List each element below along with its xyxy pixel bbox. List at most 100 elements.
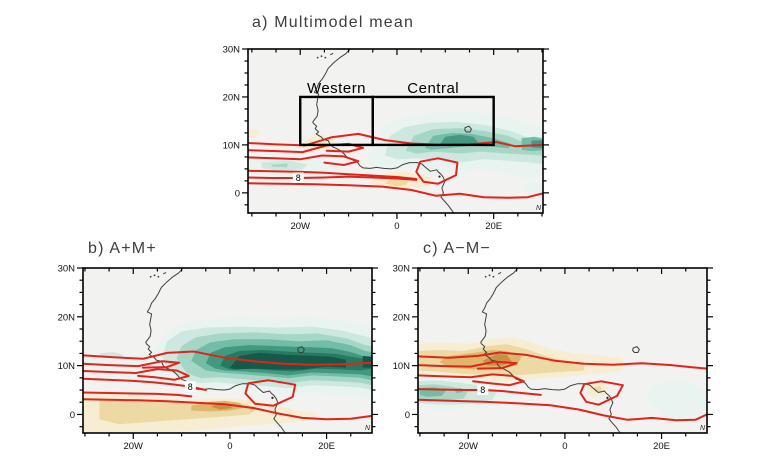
shading-negative [418,337,623,398]
y-tick-label: 30N [393,264,411,275]
region-box-central [371,95,495,147]
red-contours [83,350,372,421]
corner-mark: N [536,205,542,212]
lake-chad-outline [297,346,305,353]
red-contour-line [83,391,193,398]
negative-anomaly-blob [248,128,261,138]
canary-island-dash [162,271,167,275]
panel-b-title: b) A+M+ [88,240,157,257]
coastline [145,268,305,433]
positive-anomaly-blob [362,355,372,368]
y-tick-label: 10N [223,140,241,151]
axis-labels: 20W 0 20E 0 10N 20N 30N [223,45,503,233]
y-tick-label: 30N [58,264,76,275]
red-contour-line [418,351,707,370]
map-layers [83,268,372,433]
red-contour-line [415,157,459,185]
contour-label-text: 8 [296,173,301,183]
red-contour-line [418,398,707,422]
y-tick-label: 20N [58,312,76,323]
y-tick-label: 10N [393,361,411,372]
lake-chad-outline [632,346,640,353]
x-tick-label: 20E [485,221,502,232]
canary-island-dash [497,271,502,275]
panel-c-map: 8 20W 0 20E 0 10N 20N 30N N [393,264,713,453]
x-tick-label: 0 [394,221,399,232]
x-tick-label: 20E [318,441,335,452]
red-contour-line [248,169,418,180]
y-tick-label: 0 [235,188,240,199]
contour-label-text: 8 [188,382,193,392]
corner-mark: N [365,425,371,432]
panel-b-map: 8 20W 0 20E 0 10N 20N 30N N [58,264,378,453]
shading-positive [83,317,372,400]
panel-a: a) Multimodel mean Western Central 8 20W 0 20… [216,8,566,240]
coastline [312,49,472,213]
canary-island-dot [157,275,160,278]
red-contour-line [418,360,518,370]
map-layers [248,49,543,213]
canary-island-dot [316,56,319,59]
canary-island-dot [492,275,495,278]
region-label-central: Central [407,80,459,97]
panel-c: c) A−M− 8 20W 0 20E 0 10N 20N 30N N [386,236,736,460]
x-tick-label: 20W [123,441,143,452]
axis-labels: 20W 0 20E 0 10N 20N 30N [58,264,335,453]
red-contour-line [83,368,190,381]
x-tick-label: 0 [562,441,567,452]
canary-island-dot [153,274,156,277]
contour-label: 8 [292,172,304,183]
x-tick-label: 0 [227,441,232,452]
y-tick-label: 20N [223,92,241,103]
negative-anomaly-blob [593,386,602,392]
red-contour-line [83,398,372,421]
red-contour-line [418,373,525,387]
island-dot [438,175,441,178]
panel-b: b) A+M+ 8 20W 0 20E 0 10N 20N 30N N [51,236,401,460]
map-layers [418,268,707,433]
positive-anomaly-blob [271,163,289,168]
positive-anomaly-blob [647,380,707,425]
lake-chad-outline [464,125,472,133]
x-tick-label: 20E [653,441,670,452]
contour-label-box [292,172,304,183]
africa-coastline [312,49,455,213]
region-boxes: Western Central [299,80,495,147]
corner-mark: N [700,425,706,432]
map-frame [247,48,544,214]
y-tick-label: 10N [58,361,76,372]
contour-label-text: 8 [480,385,485,395]
canary-island-dot [320,55,323,58]
red-contour-line [248,182,543,199]
contour-label: 8 [184,381,196,392]
positive-anomaly-blob [593,394,609,403]
canary-island-dot [488,274,491,277]
red-contours [418,351,707,422]
panel-a-map: Western Central 8 20W 0 20E 0 10N 20N 30N N [223,45,549,233]
coastline [480,268,640,433]
canary-island-dot [484,275,487,278]
red-contour-line [248,175,418,181]
red-contour-line [244,379,297,407]
region-label-western: Western [307,80,366,97]
red-contour-line [83,360,181,369]
red-contour-line [248,154,360,166]
panel-c-title: c) A−M− [423,240,491,257]
island-dot [271,396,274,399]
x-tick-label: 20W [458,441,478,452]
axis-labels: 20W 0 20E 0 10N 20N 30N [393,264,670,453]
map-frame [417,267,708,434]
africa-coastline [480,268,621,433]
africa-coastline [145,268,286,433]
x-tick-label: 20W [290,221,310,232]
red-contour-line [83,350,372,366]
map-frame [82,267,373,434]
y-tick-label: 20N [393,312,411,323]
y-tick-label: 0 [70,410,75,421]
island-dot [606,396,609,399]
panel-a-title: a) Multimodel mean [252,14,415,31]
contour-label-box [477,384,489,396]
canary-island-dot [149,275,152,278]
y-tick-label: 30N [223,45,241,56]
y-tick-label: 0 [405,410,410,421]
